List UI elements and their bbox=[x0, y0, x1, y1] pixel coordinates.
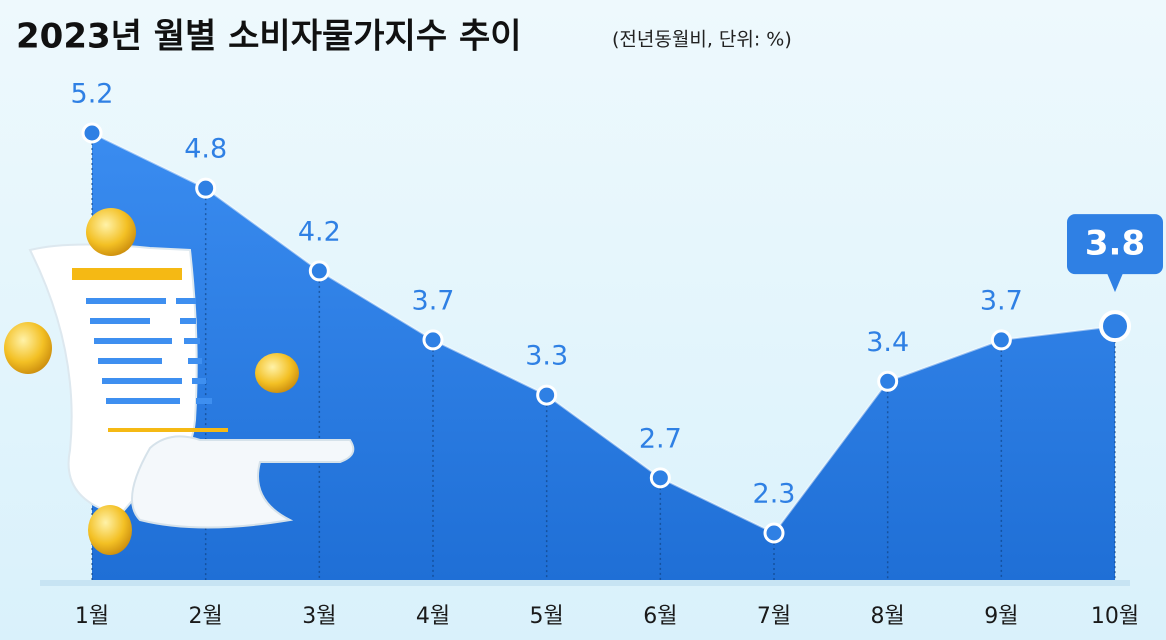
point bbox=[81, 122, 103, 144]
point bbox=[877, 370, 899, 392]
point bbox=[1099, 310, 1131, 343]
chart-subtitle: (전년동월비, 단위: %) bbox=[612, 29, 792, 51]
value-label: 3.8 bbox=[1085, 224, 1145, 264]
baseline-shadow bbox=[40, 580, 1130, 586]
x-tick-label: 2월 bbox=[189, 604, 223, 629]
value-label: 3.7 bbox=[412, 285, 455, 316]
value-label: 5.2 bbox=[71, 79, 114, 110]
callout-box bbox=[1067, 214, 1163, 275]
x-tick-label: 5월 bbox=[530, 604, 564, 629]
point bbox=[536, 384, 558, 406]
point bbox=[990, 329, 1012, 351]
receipt-illustration bbox=[4, 208, 355, 555]
x-tick-label: 1월 bbox=[75, 604, 109, 629]
area-fill bbox=[92, 133, 1115, 580]
point bbox=[649, 467, 671, 489]
chart-title: 2023년 월별 소비자물가지수 추이 bbox=[16, 17, 522, 57]
point bbox=[763, 522, 785, 544]
point bbox=[308, 260, 330, 282]
value-label: 3.4 bbox=[866, 327, 909, 358]
value-label: 3.7 bbox=[980, 285, 1023, 316]
point bbox=[422, 329, 444, 351]
value-label: 4.8 bbox=[184, 134, 227, 165]
callout-tail bbox=[1107, 273, 1123, 293]
value-label: 4.2 bbox=[298, 216, 341, 247]
line bbox=[91, 132, 1116, 535]
x-tick-label: 9월 bbox=[984, 604, 1018, 629]
x-tick-label: 4월 bbox=[416, 604, 450, 629]
plot: 5.2 1월 4.8 2월 4.2 3월 3.7 4월 3.3 5월 2.7 6월 2.3 7월 3.4 8월… bbox=[71, 79, 1163, 629]
x-tick-label: 3월 bbox=[302, 604, 336, 629]
x-tick-label: 8월 bbox=[871, 604, 905, 629]
value-label: 2.7 bbox=[639, 423, 682, 454]
value-label: 3.3 bbox=[525, 341, 568, 372]
x-tick-label: 10월 bbox=[1091, 604, 1139, 629]
x-tick-label: 7월 bbox=[757, 604, 791, 629]
x-tick-label: 6월 bbox=[643, 604, 677, 629]
value-label: 2.3 bbox=[753, 479, 796, 510]
point bbox=[195, 177, 217, 199]
